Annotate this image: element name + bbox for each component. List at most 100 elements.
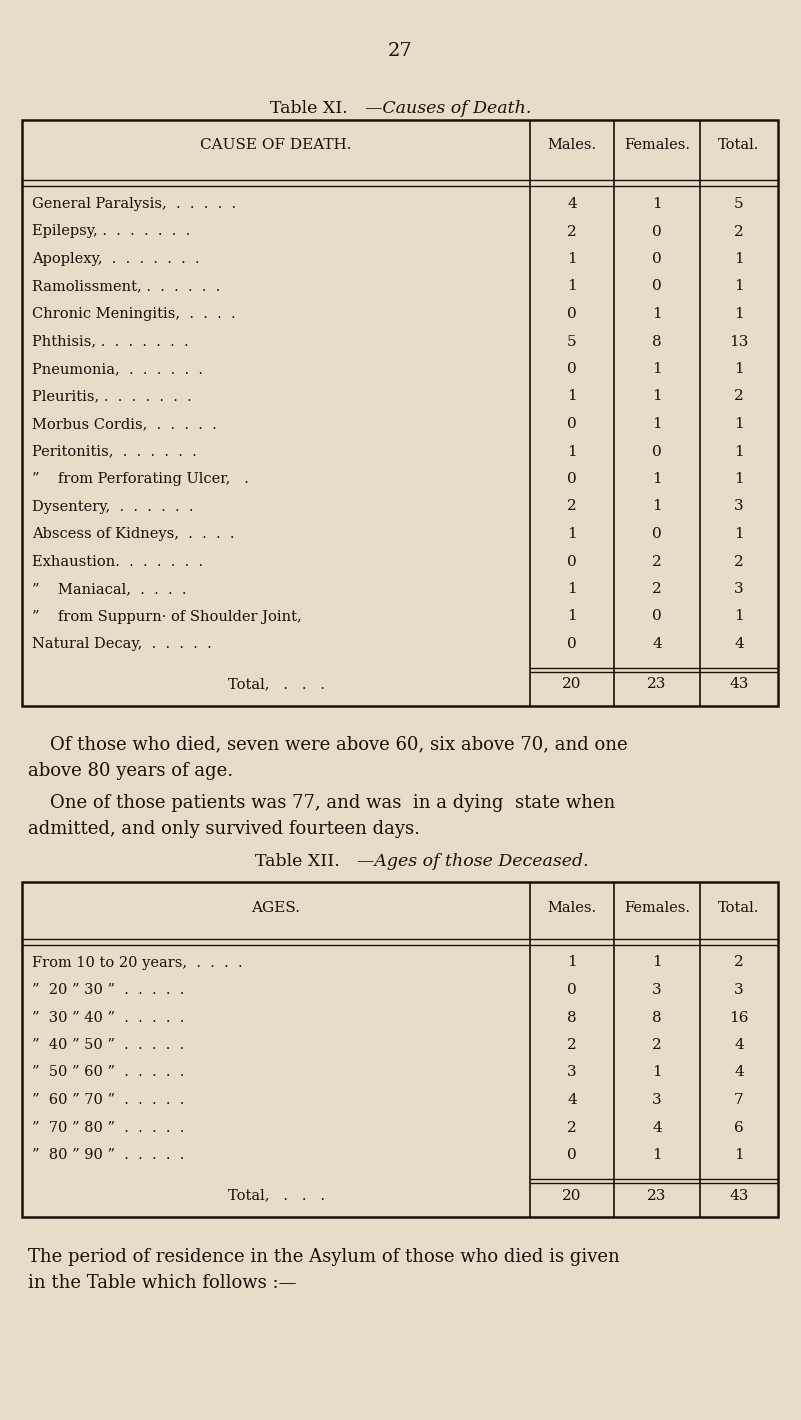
Text: 0: 0	[652, 527, 662, 541]
Text: 0: 0	[652, 609, 662, 623]
Text: —Causes of Death.: —Causes of Death.	[365, 99, 531, 116]
Bar	[22, 121, 778, 706]
Text: 1: 1	[652, 307, 662, 321]
Text: 0: 0	[567, 554, 577, 568]
Text: 0: 0	[567, 417, 577, 432]
Text: Of those who died, seven were above 60, six above 70, and one: Of those who died, seven were above 60, …	[50, 736, 628, 754]
Text: Females.: Females.	[624, 138, 690, 152]
Text: 23: 23	[647, 677, 666, 692]
Text: General Paralysis,  .  .  .  .  .: General Paralysis, . . . . .	[32, 197, 236, 212]
Text: Dysentery,  .  .  .  .  .  .: Dysentery, . . . . . .	[32, 500, 194, 514]
Text: From 10 to 20 years,  .  .  .  .: From 10 to 20 years, . . . .	[32, 956, 243, 970]
Text: Total.: Total.	[718, 138, 759, 152]
Text: 0: 0	[652, 251, 662, 266]
Text: 3: 3	[735, 500, 744, 514]
Text: 3: 3	[735, 983, 744, 997]
Text: Total,   .   .   .: Total, . . .	[227, 1189, 324, 1203]
Text: 2: 2	[652, 1038, 662, 1052]
Text: ”  80 ” 90 ”  .  .  .  .  .: ” 80 ” 90 ” . . . . .	[32, 1147, 184, 1162]
Text: 1: 1	[652, 362, 662, 376]
Text: 1: 1	[735, 1147, 744, 1162]
Text: 13: 13	[730, 335, 749, 348]
Text: Epilepsy, .  .  .  .  .  .  .: Epilepsy, . . . . . . .	[32, 224, 191, 239]
Text: 0: 0	[652, 280, 662, 294]
Text: admitted, and only survived fourteen days.: admitted, and only survived fourteen day…	[28, 819, 420, 838]
Text: Males.: Males.	[547, 138, 597, 152]
Text: 1: 1	[735, 471, 744, 486]
Text: 23: 23	[647, 1189, 666, 1203]
Text: ”  60 ” 70 ”  .  .  .  .  .: ” 60 ” 70 ” . . . . .	[32, 1093, 184, 1108]
Text: 4: 4	[567, 197, 577, 212]
Bar	[22, 882, 778, 1217]
Text: 1: 1	[735, 307, 744, 321]
Text: 3: 3	[652, 1093, 662, 1108]
Text: Total.: Total.	[718, 902, 759, 916]
Text: 4: 4	[652, 1120, 662, 1135]
Text: 1: 1	[735, 362, 744, 376]
Text: 43: 43	[730, 677, 749, 692]
Text: 1: 1	[652, 956, 662, 970]
Text: ”  30 ” 40 ”  .  .  .  .  .: ” 30 ” 40 ” . . . . .	[32, 1011, 184, 1024]
Text: 2: 2	[735, 554, 744, 568]
Text: 1: 1	[567, 609, 577, 623]
Text: 2: 2	[652, 554, 662, 568]
Text: 20: 20	[562, 677, 582, 692]
Text: 1: 1	[735, 444, 744, 459]
Text: 0: 0	[567, 983, 577, 997]
Text: Ramolissment, .  .  .  .  .  .: Ramolissment, . . . . . .	[32, 280, 220, 294]
Text: 1: 1	[735, 609, 744, 623]
Text: 1: 1	[567, 389, 577, 403]
Text: ”  70 ” 80 ”  .  .  .  .  .: ” 70 ” 80 ” . . . . .	[32, 1120, 184, 1135]
Text: 6: 6	[735, 1120, 744, 1135]
Text: 2: 2	[735, 389, 744, 403]
Text: 8: 8	[652, 1011, 662, 1024]
Text: Apoplexy,  .  .  .  .  .  .  .: Apoplexy, . . . . . . .	[32, 251, 199, 266]
Text: 0: 0	[567, 471, 577, 486]
Text: 4: 4	[735, 638, 744, 650]
Text: ”    from Perforating Ulcer,   .: ” from Perforating Ulcer, .	[32, 471, 249, 486]
Text: 0: 0	[652, 224, 662, 239]
Text: Peritonitis,  .  .  .  .  .  .: Peritonitis, . . . . . .	[32, 444, 197, 459]
Text: 1: 1	[652, 1065, 662, 1079]
Text: above 80 years of age.: above 80 years of age.	[28, 761, 233, 780]
Text: 5: 5	[567, 335, 577, 348]
Text: 7: 7	[735, 1093, 744, 1108]
Text: 4: 4	[735, 1038, 744, 1052]
Text: in the Table which follows :—: in the Table which follows :—	[28, 1275, 296, 1292]
Text: 2: 2	[567, 1120, 577, 1135]
Text: 8: 8	[652, 335, 662, 348]
Text: 1: 1	[652, 389, 662, 403]
Text: 3: 3	[652, 983, 662, 997]
Text: 3: 3	[735, 582, 744, 596]
Text: 1: 1	[652, 417, 662, 432]
Text: 1: 1	[652, 197, 662, 212]
Text: CAUSE OF DEATH.: CAUSE OF DEATH.	[200, 138, 352, 152]
Text: AGES.: AGES.	[252, 902, 300, 916]
Text: ”  20 ” 30 ”  .  .  .  .  .: ” 20 ” 30 ” . . . . .	[32, 983, 184, 997]
Text: Phthisis, .  .  .  .  .  .  .: Phthisis, . . . . . . .	[32, 335, 188, 348]
Text: 0: 0	[652, 444, 662, 459]
Text: 1: 1	[567, 582, 577, 596]
Text: 2: 2	[567, 224, 577, 239]
Text: 2: 2	[652, 582, 662, 596]
Text: 2: 2	[567, 1038, 577, 1052]
Text: One of those patients was 77, and was  in a dying  state when: One of those patients was 77, and was in…	[50, 794, 615, 811]
Text: Table XII.: Table XII.	[255, 853, 340, 870]
Text: 0: 0	[567, 638, 577, 650]
Text: Abscess of Kidneys,  .  .  .  .: Abscess of Kidneys, . . . .	[32, 527, 235, 541]
Text: 27: 27	[388, 43, 413, 60]
Text: 5: 5	[735, 197, 744, 212]
Text: 1: 1	[652, 1147, 662, 1162]
Text: The period of residence in the Asylum of those who died is given: The period of residence in the Asylum of…	[28, 1248, 620, 1267]
Text: 1: 1	[652, 471, 662, 486]
Text: Total,   .   .   .: Total, . . .	[227, 677, 324, 692]
Text: 1: 1	[567, 444, 577, 459]
Text: Natural Decay,  .  .  .  .  .: Natural Decay, . . . . .	[32, 638, 211, 650]
Text: 1: 1	[567, 251, 577, 266]
Text: Males.: Males.	[547, 902, 597, 916]
Text: Morbus Cordis,  .  .  .  .  .: Morbus Cordis, . . . . .	[32, 417, 217, 432]
Text: ”  40 ” 50 ”  .  .  .  .  .: ” 40 ” 50 ” . . . . .	[32, 1038, 184, 1052]
Text: 43: 43	[730, 1189, 749, 1203]
Text: 3: 3	[567, 1065, 577, 1079]
Text: 1: 1	[567, 280, 577, 294]
